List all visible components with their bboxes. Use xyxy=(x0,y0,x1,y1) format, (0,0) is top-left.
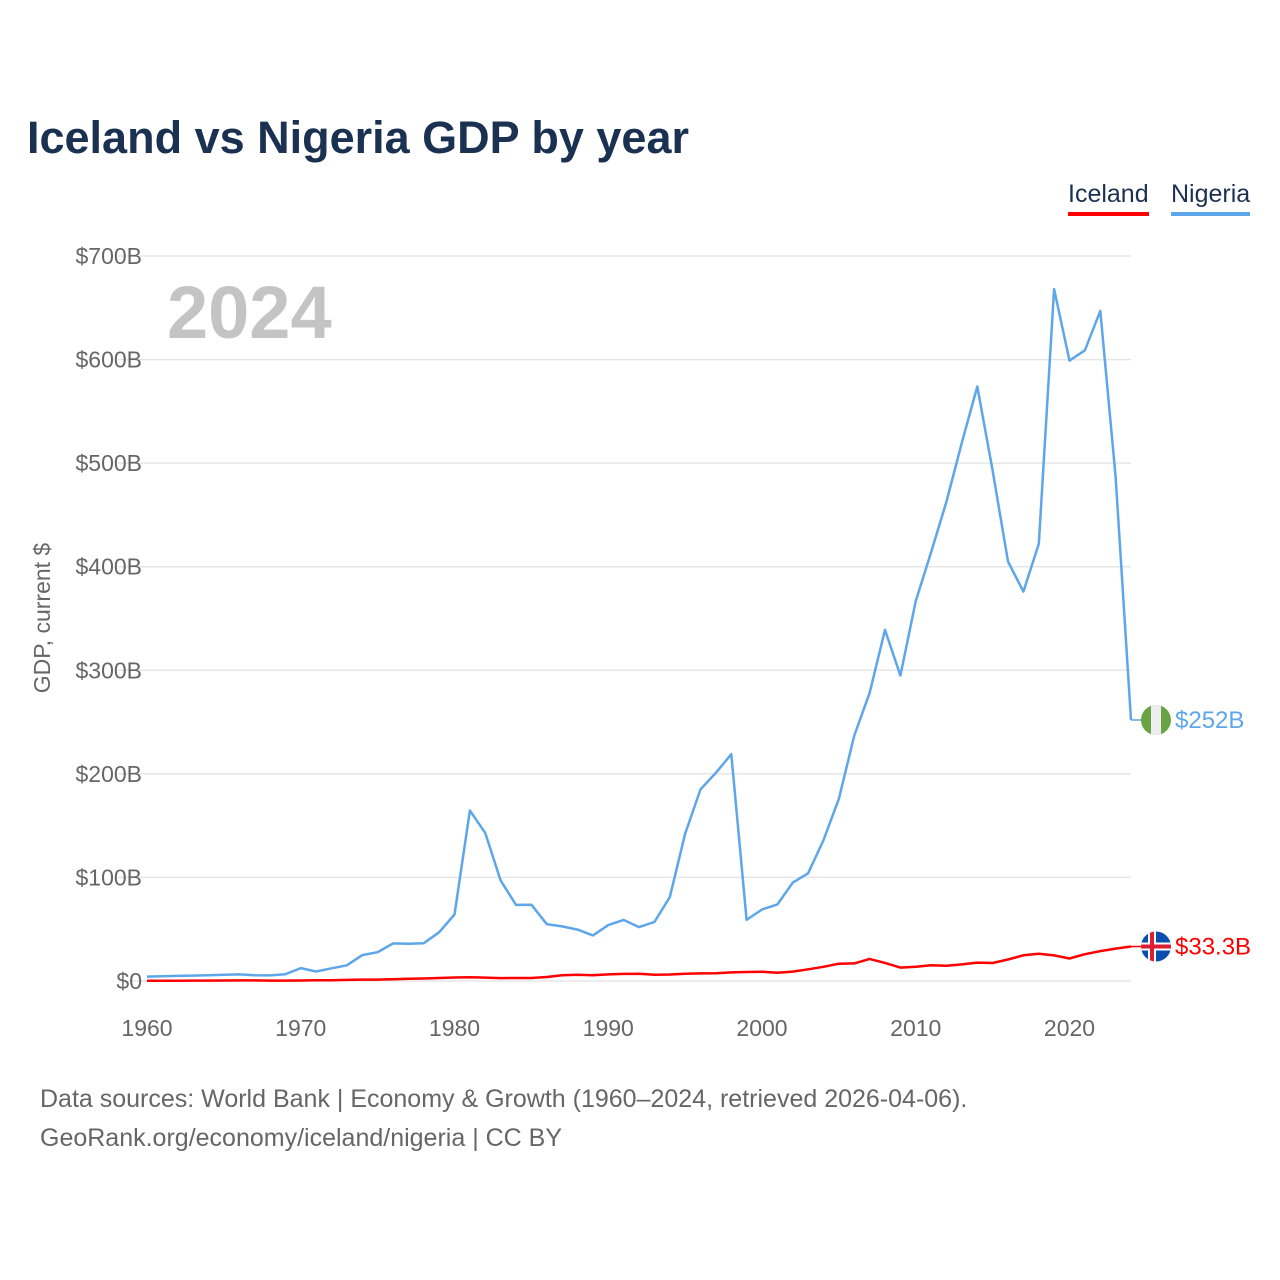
series-line-nigeria xyxy=(146,287,1133,978)
footer-url[interactable]: GeoRank.org/economy/iceland/nigeria | CC… xyxy=(40,1124,563,1152)
x-tick-label: 1960 xyxy=(121,1015,172,1041)
legend-item-nigeria[interactable]: Nigeria xyxy=(1171,180,1251,216)
legend-item-iceland[interactable]: Iceland xyxy=(1068,180,1149,216)
x-tick-label: 2020 xyxy=(1044,1015,1095,1041)
footer-sources: Data sources: World Bank | Economy & Gro… xyxy=(40,1085,968,1113)
y-tick-label: $200B xyxy=(75,761,142,787)
x-tick-label: 1980 xyxy=(429,1015,480,1041)
year-watermark: 2024 xyxy=(167,271,332,354)
series-line-iceland xyxy=(147,945,1132,982)
y-tick-label: $400B xyxy=(75,554,142,580)
x-tick-label: 1970 xyxy=(275,1015,326,1041)
nigeria-flag-icon xyxy=(1141,705,1171,735)
y-axis-label: GDP, current $ xyxy=(29,543,55,694)
y-tick-label: $500B xyxy=(75,450,142,476)
iceland-flag-icon xyxy=(1141,931,1171,962)
end-label-iceland: $33.3B xyxy=(1175,934,1251,961)
y-tick-label: $100B xyxy=(75,864,142,890)
chart-title: Iceland vs Nigeria GDP by year xyxy=(27,112,689,163)
y-tick-label: $0 xyxy=(116,968,142,994)
x-tick-label: 2000 xyxy=(736,1015,787,1041)
y-tick-label: $700B xyxy=(75,243,142,269)
x-tick-label: 2010 xyxy=(890,1015,941,1041)
y-tick-label: $600B xyxy=(75,347,142,373)
x-tick-label: 1990 xyxy=(583,1015,634,1041)
y-tick-label: $300B xyxy=(75,657,142,683)
end-label-nigeria: $252B xyxy=(1175,707,1244,734)
